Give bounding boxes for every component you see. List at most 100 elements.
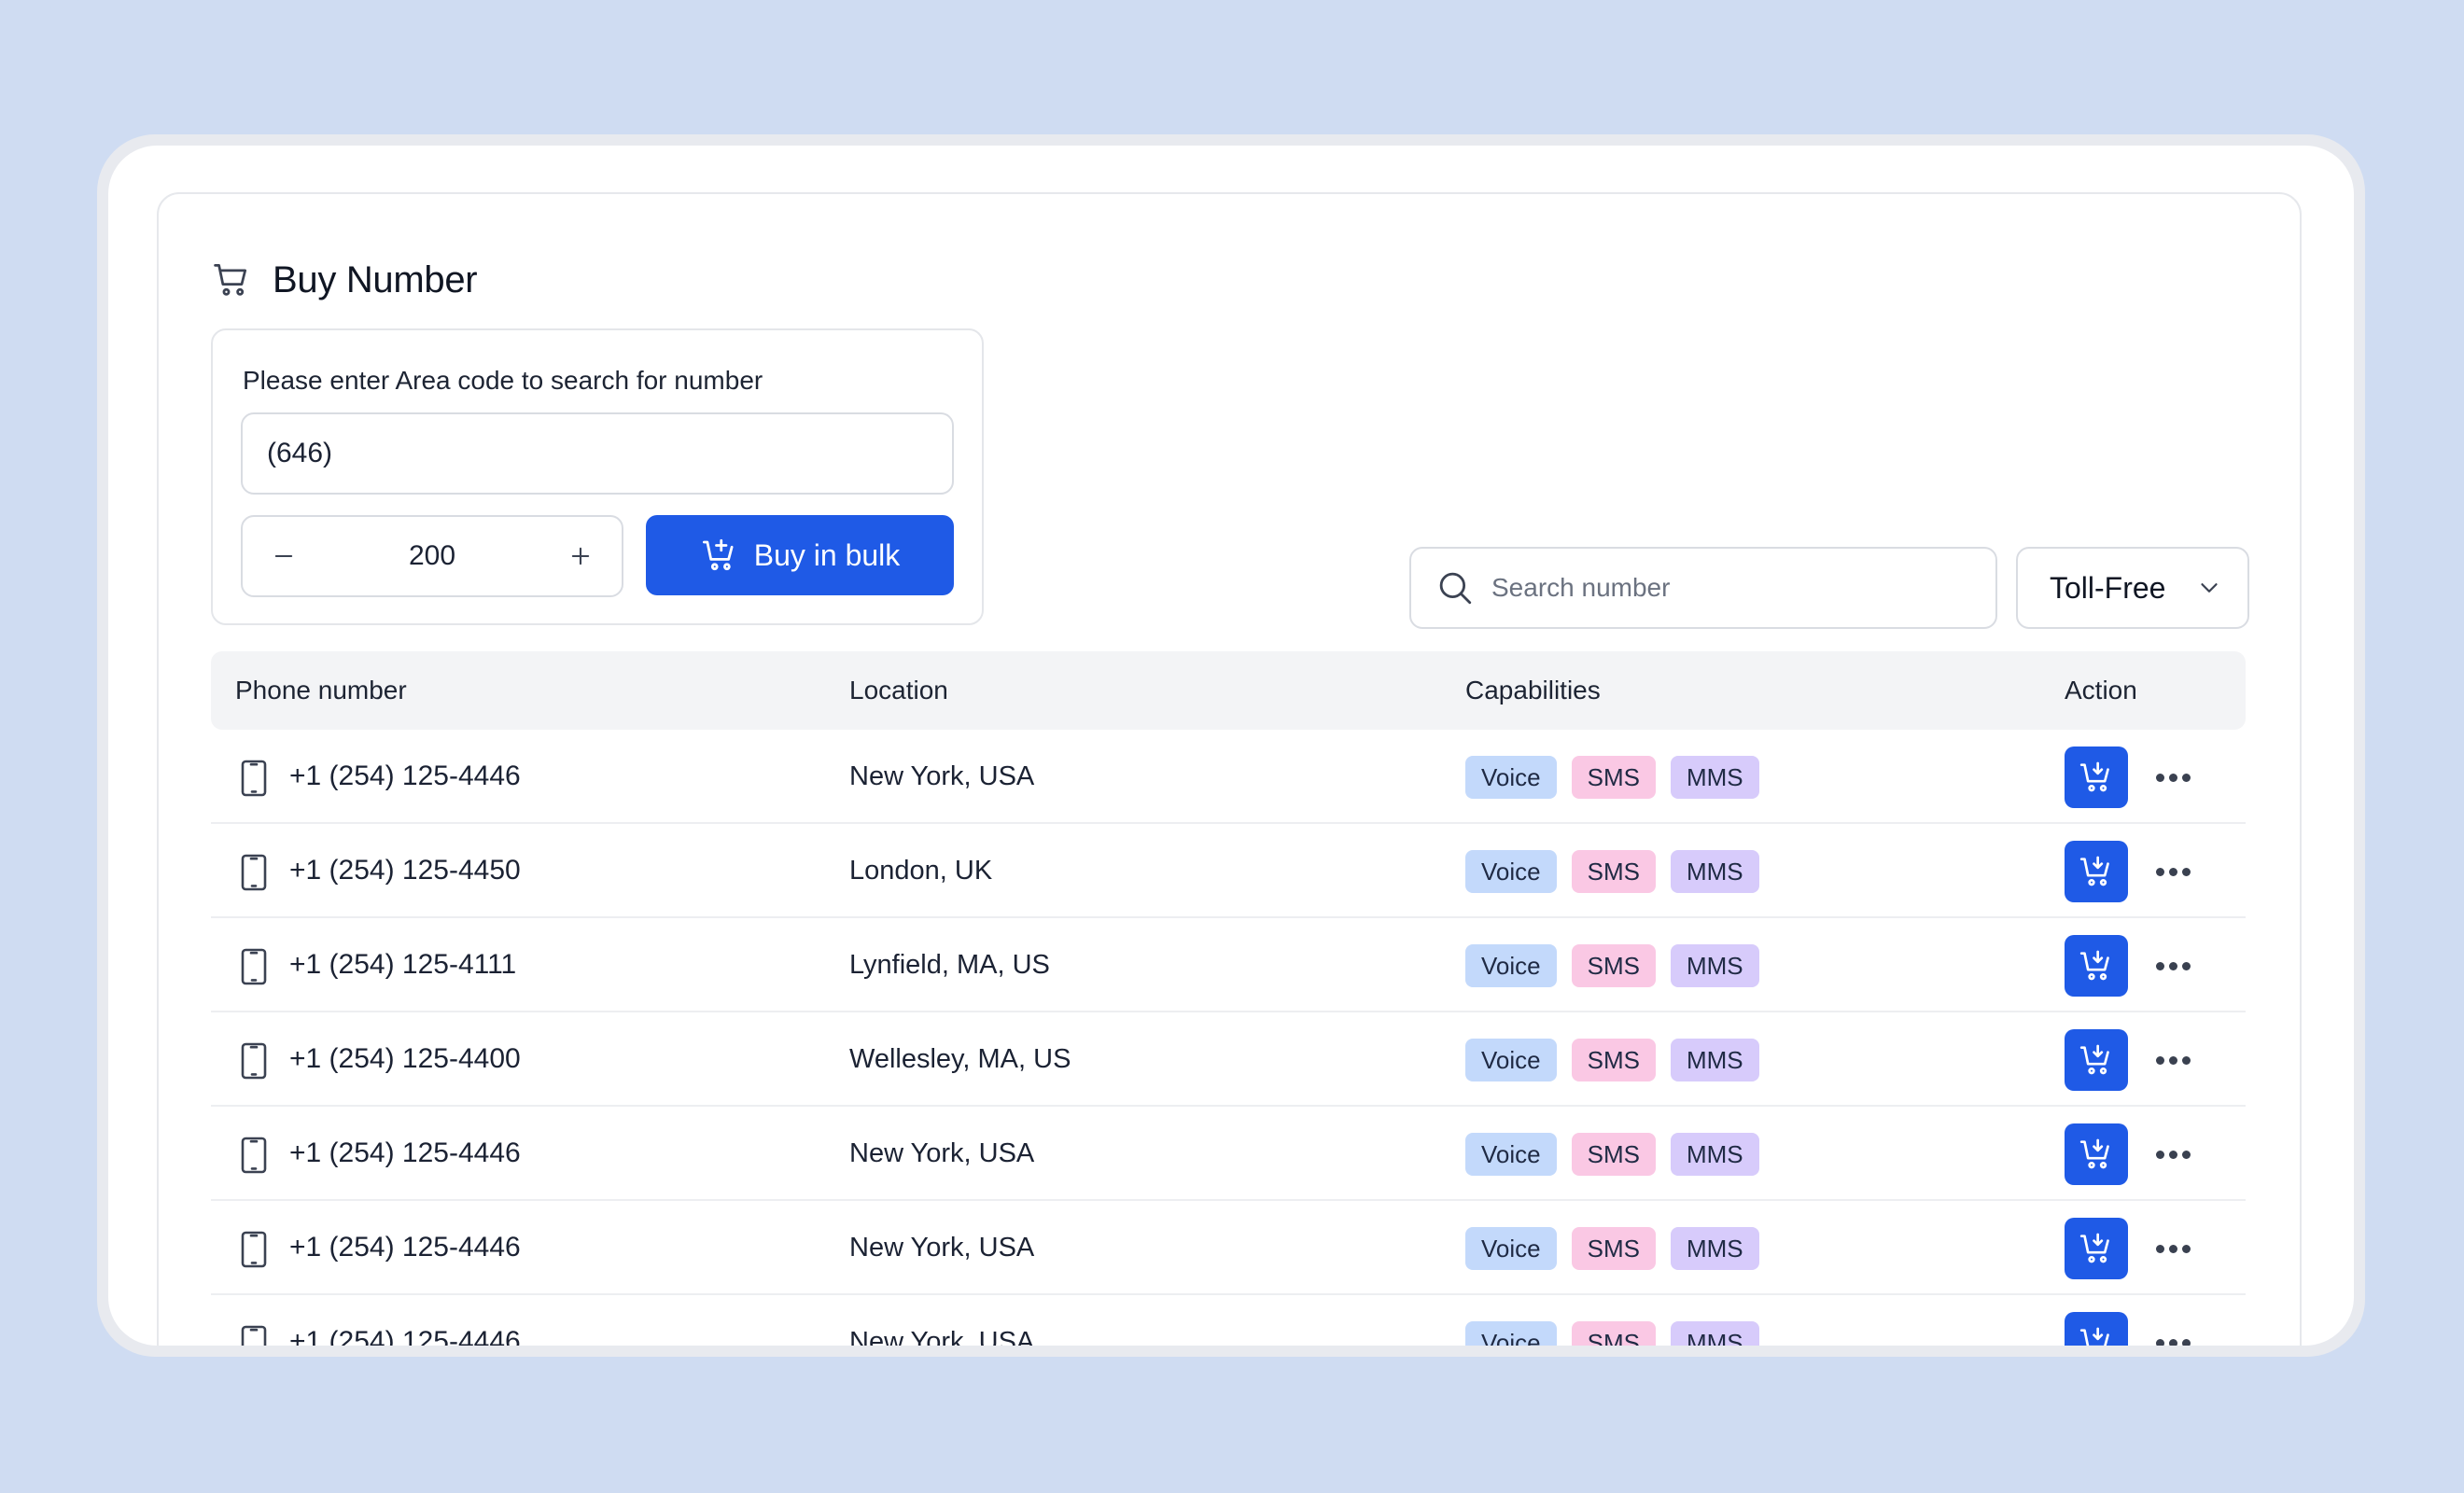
phone-number: +1 (254) 125-4450	[289, 855, 521, 886]
buy-number-card: Buy Number Please enter Area code to sea…	[157, 192, 2302, 1346]
capabilities: Voice SMS MMS	[1465, 944, 1759, 987]
cart-download-icon	[2079, 950, 2109, 981]
capabilities: Voice SMS MMS	[1465, 850, 1759, 893]
cart-download-icon	[2079, 856, 2109, 886]
table-row: +1 (254) 125-4446 New York, USA Voice SMS…	[211, 730, 2246, 824]
number-search	[1409, 547, 1997, 629]
more-dot	[2155, 773, 2164, 782]
phone-number: +1 (254) 125-4400	[289, 1043, 521, 1074]
phone-number: +1 (254) 125-4446	[289, 760, 521, 791]
phone-number: +1 (254) 125-4446	[289, 1137, 521, 1168]
chevron-down-icon	[2201, 583, 2218, 593]
table-row: +1 (254) 125-4446 New York, USA Voice SMS…	[211, 1107, 2246, 1201]
column-location: Location	[849, 676, 948, 705]
more-dot	[2155, 1244, 2164, 1253]
buy-number-button[interactable]	[2065, 1029, 2128, 1091]
cart-plus-icon	[702, 538, 734, 571]
table-row: +1 (254) 125-4450 London, UK Voice SMS MMS	[211, 824, 2246, 918]
capabilities: Voice SMS MMS	[1465, 1227, 1759, 1270]
capability-badge-sms: SMS	[1571, 1227, 1656, 1270]
column-capabilities: Capabilities	[1465, 676, 1601, 705]
more-options-button[interactable]	[2152, 1327, 2193, 1346]
more-dot	[2155, 1338, 2164, 1346]
location: New York, USA	[849, 1327, 1035, 1346]
screen: Buy Number Please enter Area code to sea…	[108, 146, 2354, 1346]
capability-badge-mms: MMS	[1670, 850, 1759, 893]
increment-button[interactable]	[564, 539, 597, 573]
numbers-table-body: +1 (254) 125-4446 New York, USA Voice SMS…	[211, 730, 2246, 1346]
column-action: Action	[2065, 676, 2137, 705]
phone-icon	[241, 854, 267, 891]
more-dot	[2155, 1150, 2164, 1159]
cart-download-icon	[2079, 1327, 2109, 1346]
location: New York, USA	[849, 1138, 1035, 1168]
more-dot	[2181, 961, 2191, 970]
more-options-button[interactable]	[2152, 1138, 2193, 1170]
buy-number-button[interactable]	[2065, 1123, 2128, 1185]
shopping-cart-icon	[214, 264, 247, 296]
more-dot	[2155, 1055, 2164, 1065]
table-row: +1 (254) 125-4111 Lynfield, MA, US Voice…	[211, 918, 2246, 1012]
area-code-input[interactable]	[241, 412, 954, 495]
cart-download-icon	[2079, 1044, 2109, 1075]
quantity-stepper: 200	[241, 515, 623, 597]
decrement-button[interactable]	[267, 539, 301, 573]
more-options-button[interactable]	[2152, 1044, 2193, 1076]
cart-download-icon	[2079, 761, 2109, 792]
capabilities: Voice SMS MMS	[1465, 1321, 1759, 1346]
column-phone-number: Phone number	[235, 676, 407, 705]
capability-badge-voice: Voice	[1465, 850, 1557, 893]
cart-download-icon	[2079, 1233, 2109, 1263]
page-header: Buy Number	[211, 252, 478, 308]
capability-badge-voice: Voice	[1465, 1039, 1557, 1081]
buy-number-button[interactable]	[2065, 1312, 2128, 1346]
capability-badge-mms: MMS	[1670, 1039, 1759, 1081]
buy-number-button[interactable]	[2065, 746, 2128, 808]
more-dot	[2155, 961, 2164, 970]
capability-badge-mms: MMS	[1670, 1227, 1759, 1270]
more-dot	[2181, 867, 2191, 876]
capability-badge-mms: MMS	[1670, 1133, 1759, 1176]
table-row: +1 (254) 125-4400 Wellesley, MA, US Voic…	[211, 1012, 2246, 1107]
phone-icon	[241, 948, 267, 985]
more-options-button[interactable]	[2152, 761, 2193, 793]
number-type-value: Toll-Free	[2050, 570, 2166, 605]
buy-number-button[interactable]	[2065, 935, 2128, 997]
more-options-button[interactable]	[2152, 856, 2193, 887]
location: New York, USA	[849, 1233, 1035, 1263]
table-row: +1 (254) 125-4446 New York, USA Voice SMS…	[211, 1295, 2246, 1346]
search-icon	[1439, 572, 1472, 605]
table-row: +1 (254) 125-4446 New York, USA Voice SMS…	[211, 1201, 2246, 1295]
more-options-button[interactable]	[2152, 950, 2193, 982]
minus-icon	[274, 554, 293, 558]
page-title: Buy Number	[273, 258, 478, 300]
capability-badge-sms: SMS	[1571, 1039, 1656, 1081]
more-dot	[2181, 1338, 2191, 1346]
more-dot	[2168, 867, 2177, 876]
capabilities: Voice SMS MMS	[1465, 1039, 1759, 1081]
capability-badge-mms: MMS	[1670, 756, 1759, 799]
number-type-select[interactable]: Toll-Free	[2016, 547, 2249, 629]
capability-badge-mms: MMS	[1670, 944, 1759, 987]
more-dot	[2168, 773, 2177, 782]
quantity-value[interactable]: 200	[408, 540, 456, 571]
more-options-button[interactable]	[2152, 1233, 2193, 1264]
more-dot	[2181, 773, 2191, 782]
more-dot	[2168, 1338, 2177, 1346]
buy-in-bulk-label: Buy in bulk	[753, 537, 901, 572]
buy-number-button[interactable]	[2065, 841, 2128, 902]
cart-download-icon	[2079, 1138, 2109, 1169]
more-dot	[2168, 1055, 2177, 1065]
phone-number: +1 (254) 125-4446	[289, 1326, 521, 1346]
search-number-input[interactable]	[1491, 573, 1971, 603]
buy-number-button[interactable]	[2065, 1218, 2128, 1279]
capability-badge-voice: Voice	[1465, 1133, 1557, 1176]
phone-icon	[241, 1042, 267, 1080]
capability-badge-sms: SMS	[1571, 1133, 1656, 1176]
more-dot	[2181, 1244, 2191, 1253]
capability-badge-sms: SMS	[1571, 1321, 1656, 1346]
capability-badge-sms: SMS	[1571, 850, 1656, 893]
phone-icon	[241, 760, 267, 797]
phone-icon	[241, 1137, 267, 1174]
buy-in-bulk-button[interactable]: Buy in bulk	[646, 515, 954, 595]
